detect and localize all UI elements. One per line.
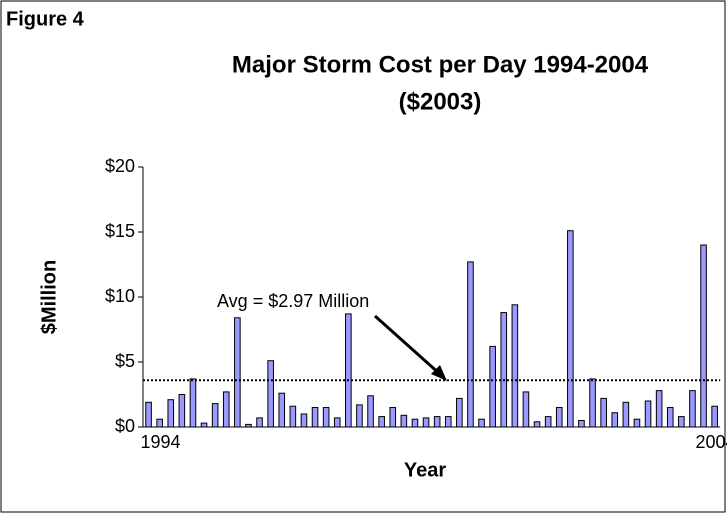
bar [489, 345, 496, 428]
bar [544, 416, 552, 428]
bar [567, 230, 574, 428]
y-tick-label: $15 [105, 221, 135, 241]
bar [222, 391, 230, 428]
bar [322, 407, 330, 428]
bar [555, 407, 563, 428]
bar [211, 403, 219, 428]
bar [666, 407, 674, 428]
bar [600, 397, 607, 428]
y-tick-label: $0 [115, 416, 135, 436]
bar [278, 392, 286, 428]
bar [644, 400, 652, 428]
chart-title: ($2003) [399, 88, 482, 115]
x-tick-label: 2004 [696, 432, 727, 452]
bar [678, 416, 685, 428]
bar [633, 418, 641, 428]
bar [178, 394, 186, 428]
bar [689, 390, 696, 428]
bar [400, 414, 408, 428]
chart-title: Major Storm Cost per Day 1994-2004 [232, 51, 649, 78]
bar [145, 401, 152, 428]
bar [611, 412, 619, 428]
arrow-head [431, 365, 447, 381]
bar [622, 401, 630, 428]
x-tick-label: 1994 [141, 432, 181, 452]
bar [533, 421, 541, 428]
bar [311, 407, 319, 428]
bar [267, 360, 274, 428]
bar [300, 413, 308, 428]
bar [522, 391, 530, 428]
bar [478, 418, 485, 428]
bar [200, 422, 208, 428]
bar [422, 417, 430, 428]
bar [156, 418, 163, 428]
bar [456, 397, 463, 428]
bar [333, 417, 341, 428]
bar [511, 304, 519, 428]
y-tick-label: $10 [105, 286, 135, 306]
bar [367, 395, 374, 428]
y-tick-label: $20 [105, 156, 135, 176]
bar [389, 407, 397, 428]
bar [700, 244, 707, 428]
bar [578, 420, 585, 428]
bar [378, 416, 385, 428]
bar [234, 317, 241, 428]
arrow-shaft [374, 314, 442, 377]
bar [256, 417, 263, 428]
bar [655, 390, 663, 428]
bar [411, 418, 419, 428]
bar [433, 416, 441, 428]
y-axis-label: $Million [38, 260, 60, 334]
annotation: Avg = $2.97 Million [217, 291, 369, 311]
bar [167, 399, 175, 428]
bar [500, 312, 508, 428]
bar [589, 378, 596, 428]
bar [467, 261, 474, 428]
figure-label: Figure 4 [6, 8, 85, 30]
bar [345, 313, 352, 428]
x-axis-label: Year [404, 459, 446, 481]
y-tick-label: $5 [115, 351, 135, 371]
bar [289, 405, 297, 428]
bar [356, 404, 363, 428]
bar [711, 405, 718, 428]
bar [444, 416, 452, 428]
bar [189, 378, 197, 428]
